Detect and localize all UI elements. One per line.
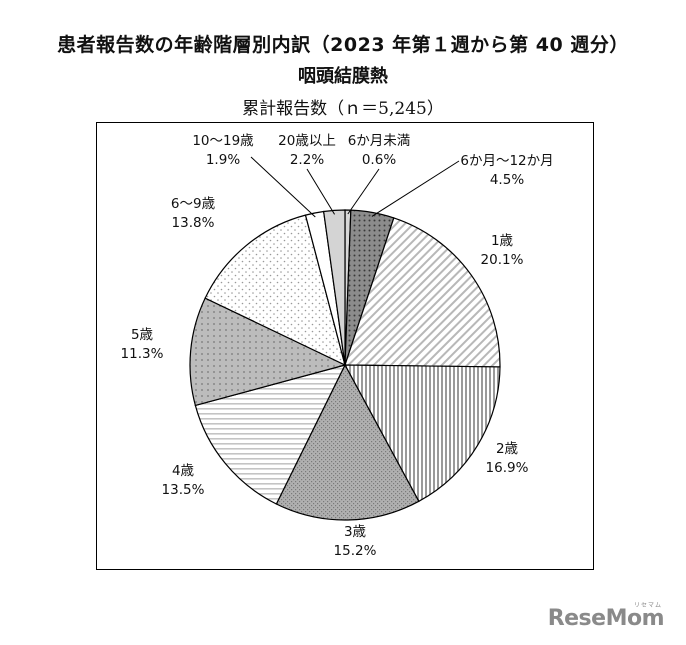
slice-label: 1歳 [491,233,514,249]
pie-chart: 6か月未満 0.6% 6か月～12か月 4.5% 1歳 20.1% 2歳 16.9% 3歳 15.… [121,133,554,559]
slice-value-label: 2.2% [290,152,324,168]
logo-text: ReseMom [547,606,665,631]
slice-label: 2歳 [496,441,519,457]
slice-value-label: 0.6% [362,152,396,168]
leader-line [347,168,380,215]
chart-subtitle: 咽頭結膜熱 [298,66,388,87]
slice-value-label: 13.8% [172,215,215,231]
leader-line [371,160,460,217]
pie-slice [322,209,346,366]
chart-frame: 6か月未満 0.6% 6か月～12か月 4.5% 1歳 20.1% 2歳 16.9% 3歳 15.… [96,122,594,570]
pie-slice [194,364,347,505]
leader-line [306,168,335,215]
total-count-note: 累計報告数（ｎ＝5,245） [242,99,444,119]
slice-value-label: 4.5% [490,172,524,188]
logo-small-text: リセマム [633,602,662,609]
pie-slice [344,217,501,368]
slice-value-label: 13.5% [162,482,205,498]
resemom-logo: ReseMom リセマム [547,602,665,631]
slice-value-label: 1.9% [206,152,240,168]
slice-label: 3歳 [344,524,367,540]
slice-label: 20歳以上 [278,133,336,149]
slice-value-label: 15.2% [334,543,377,559]
slice-label: 10～19歳 [192,133,254,149]
slice-value-label: 16.9% [486,460,529,476]
leader-line [250,156,316,218]
slice-label: 5歳 [131,327,154,343]
slice-label: 6か月～12か月 [460,153,553,169]
slice-label: 6～9歳 [171,196,216,212]
pie-slice [275,363,420,521]
slice-label: 6か月未満 [348,133,411,149]
chart-title: 患者報告数の年齢階層別内訳（2023 年第１週から第 40 週分） [57,34,629,56]
pie-slice [189,297,347,407]
pie-slice [343,364,501,503]
pie-slice [204,214,346,367]
slice-label: 4歳 [172,463,195,479]
slice-value-label: 20.1% [481,252,524,268]
slice-value-label: 11.3% [121,346,164,362]
